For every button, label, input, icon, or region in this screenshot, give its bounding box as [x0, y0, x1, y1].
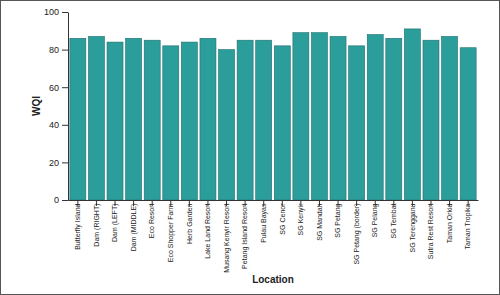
y-tick-mark: [62, 50, 68, 51]
x-tick-label: Dam (MIDDLE): [130, 204, 138, 252]
x-tick-label: SG Pelang: [371, 203, 379, 237]
x-tick-label: Sutra Rest Resort: [427, 203, 434, 259]
bar: [237, 40, 253, 200]
x-tick: SG Tembat: [390, 200, 397, 238]
x-tick-label: Butterfly Island: [74, 203, 82, 249]
x-tick: SG Mandah: [316, 200, 323, 241]
y-tick: 60: [49, 83, 68, 93]
plot: 0 20 40 60 80 100 Butterfly Island Dam (RIGHT) D…: [44, 7, 479, 272]
y-tick-mark: [62, 162, 68, 163]
x-tick-label: SG Terengganu: [409, 203, 417, 252]
bar: [293, 33, 309, 200]
chart: 0 20 40 60 80 100 Butterfly Island Dam (RIGHT) D…: [0, 0, 500, 295]
x-tick-label: Eco Shopper Farm: [167, 203, 175, 262]
x-axis-title: Location: [252, 274, 294, 285]
x-tick-label: Pulau Bayas: [260, 203, 268, 243]
x-tick: Butterfly Island: [74, 200, 82, 250]
x-tick-label: SG Petang: [334, 203, 342, 237]
x-tick: Dam (MIDDLE): [130, 200, 138, 251]
bar: [460, 48, 476, 200]
bar: [126, 38, 142, 200]
x-tick: Dam (RIGHT): [93, 200, 101, 247]
x-tick-label: Lake Land Resort: [204, 203, 211, 258]
x-tick: SG Petang: [334, 200, 342, 238]
y-tick-label: 80: [49, 45, 59, 55]
bar: [423, 40, 439, 200]
x-tick-label: Musang Kenyir Resort: [223, 203, 231, 272]
x-tick-label: SG Cenor: [279, 203, 286, 235]
bar: [256, 40, 272, 200]
y-tick-label: 20: [49, 158, 59, 168]
bar: [442, 36, 458, 200]
x-tick: Eco Resort: [148, 200, 155, 238]
x-tick: Pulau Bayas: [260, 200, 268, 243]
x-tick-label: SG Mandah: [316, 203, 323, 240]
x-tick: Taman Orkid: [446, 200, 453, 243]
bar: [181, 42, 197, 200]
x-tick: Sutra Rest Resort: [427, 200, 434, 259]
bar: [219, 50, 235, 200]
x-tick-label: SG Tembat: [390, 203, 397, 238]
y-tick-mark: [62, 87, 68, 88]
bar: [349, 46, 365, 200]
x-tick: Lake Land Resort: [204, 200, 211, 259]
x-tick: Musang Kenyir Resort: [223, 200, 231, 273]
x-tick-label: Dam (RIGHT): [93, 204, 101, 247]
y-axis-line: [68, 13, 69, 201]
y-tick-mark: [62, 125, 68, 126]
bar: [386, 38, 402, 200]
y-tick-label: 0: [54, 195, 59, 205]
frame: [1, 1, 500, 295]
x-tick: Taman Tropika: [464, 200, 472, 249]
bar: [274, 46, 290, 200]
x-axis: Butterfly Island Dam (RIGHT) Dam (LEFT) Dam…: [69, 200, 479, 273]
x-tick-label: SG Kenyir: [297, 203, 305, 236]
y-tick: 40: [49, 120, 68, 130]
y-axis-title: WQI: [31, 96, 42, 116]
y-tick-mark: [62, 12, 68, 13]
x-tick: Eco Shopper Farm: [167, 200, 175, 262]
bars: [70, 29, 476, 200]
bar: [144, 40, 160, 200]
y-tick: 20: [49, 158, 68, 168]
bar: [70, 38, 86, 200]
bar: [107, 42, 123, 200]
bar: [200, 38, 216, 200]
x-axis-line: [69, 200, 479, 201]
x-tick-label: Eco Resort: [148, 203, 155, 238]
y-tick: 100: [44, 7, 68, 17]
bar: [163, 46, 179, 200]
y-tick-mark: [62, 200, 68, 201]
x-tick: Petang Island Resort: [241, 200, 249, 269]
y-tick: 80: [49, 45, 68, 55]
x-tick-label: SG Petang (border): [353, 204, 361, 265]
x-tick-label: Herb Garden: [186, 203, 193, 244]
x-tick: SG Cenor: [279, 200, 286, 235]
y-tick-label: 40: [49, 120, 59, 130]
x-tick-label: Dam (LEFT): [111, 204, 119, 243]
x-tick: SG Petang (border): [353, 200, 361, 265]
x-tick: Dam (LEFT): [111, 200, 119, 242]
bar: [404, 29, 420, 200]
x-tick: SG Terengganu: [409, 200, 417, 252]
x-tick-label: Taman Orkid: [446, 203, 453, 243]
y-tick: 0: [54, 195, 68, 205]
x-tick: SG Pelang: [371, 200, 379, 237]
y-axis: 0 20 40 60 80 100: [44, 7, 69, 205]
bar: [311, 33, 327, 200]
x-tick: SG Kenyir: [297, 200, 305, 235]
y-tick-label: 100: [44, 7, 59, 17]
x-tick: Herb Garden: [186, 200, 193, 244]
bar: [330, 36, 346, 200]
x-tick-label: Taman Tropika: [464, 203, 472, 249]
bar: [88, 36, 104, 200]
bar: [367, 35, 383, 200]
x-tick-label: Petang Island Resort: [241, 203, 249, 268]
y-tick-label: 60: [49, 83, 59, 93]
